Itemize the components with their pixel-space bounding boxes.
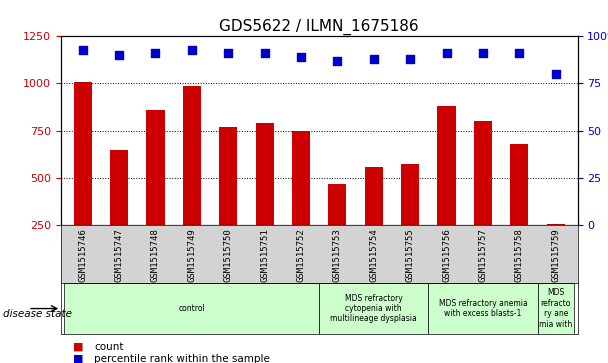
Point <box>114 52 124 58</box>
Bar <box>110 150 128 272</box>
Bar <box>510 144 528 272</box>
Text: GSM1515753: GSM1515753 <box>333 228 342 282</box>
Point <box>514 50 524 56</box>
Title: GDS5622 / ILMN_1675186: GDS5622 / ILMN_1675186 <box>219 19 419 35</box>
Text: GSM1515751: GSM1515751 <box>260 228 269 282</box>
Point <box>551 71 561 77</box>
Text: percentile rank within the sample: percentile rank within the sample <box>94 354 270 363</box>
Bar <box>183 86 201 272</box>
FancyBboxPatch shape <box>429 283 537 334</box>
Point <box>78 46 88 52</box>
Point <box>333 58 342 64</box>
Point <box>406 56 415 62</box>
Text: GSM1515749: GSM1515749 <box>187 228 196 282</box>
Bar <box>219 127 237 272</box>
Point <box>296 54 306 60</box>
Text: disease state: disease state <box>3 309 72 319</box>
Text: MDS refractory
cytopenia with
multilineage dysplasia: MDS refractory cytopenia with multilinea… <box>330 294 417 323</box>
Bar <box>255 123 274 272</box>
Point <box>478 50 488 56</box>
Bar <box>74 82 92 272</box>
Text: GSM1515752: GSM1515752 <box>297 228 305 282</box>
Point <box>223 50 233 56</box>
Text: GSM1515758: GSM1515758 <box>515 228 524 282</box>
Text: GSM1515748: GSM1515748 <box>151 228 160 282</box>
FancyBboxPatch shape <box>319 283 429 334</box>
Text: MDS
refracto
ry ane
mia with: MDS refracto ry ane mia with <box>539 289 572 329</box>
Bar <box>438 106 455 272</box>
Text: GSM1515756: GSM1515756 <box>442 228 451 282</box>
Bar <box>365 167 383 272</box>
Bar <box>292 131 310 272</box>
Point <box>151 50 161 56</box>
Text: GSM1515754: GSM1515754 <box>369 228 378 282</box>
FancyBboxPatch shape <box>537 283 574 334</box>
Text: GSM1515755: GSM1515755 <box>406 228 415 282</box>
Text: GSM1515746: GSM1515746 <box>78 228 87 282</box>
Text: ■: ■ <box>73 354 83 363</box>
Point <box>260 50 269 56</box>
Text: MDS refractory anemia
with excess blasts-1: MDS refractory anemia with excess blasts… <box>438 299 527 318</box>
Text: count: count <box>94 342 124 352</box>
Text: GSM1515759: GSM1515759 <box>551 228 560 282</box>
Bar <box>474 121 492 272</box>
Bar <box>547 224 565 272</box>
Point <box>442 50 452 56</box>
Text: GSM1515757: GSM1515757 <box>478 228 488 282</box>
FancyBboxPatch shape <box>64 283 319 334</box>
Text: control: control <box>178 304 205 313</box>
Bar <box>401 164 420 272</box>
Text: GSM1515747: GSM1515747 <box>114 228 123 282</box>
Text: ■: ■ <box>73 342 83 352</box>
Point <box>369 56 379 62</box>
Text: GSM1515750: GSM1515750 <box>224 228 233 282</box>
Bar <box>328 184 347 272</box>
Bar <box>147 110 165 272</box>
Point <box>187 46 196 52</box>
